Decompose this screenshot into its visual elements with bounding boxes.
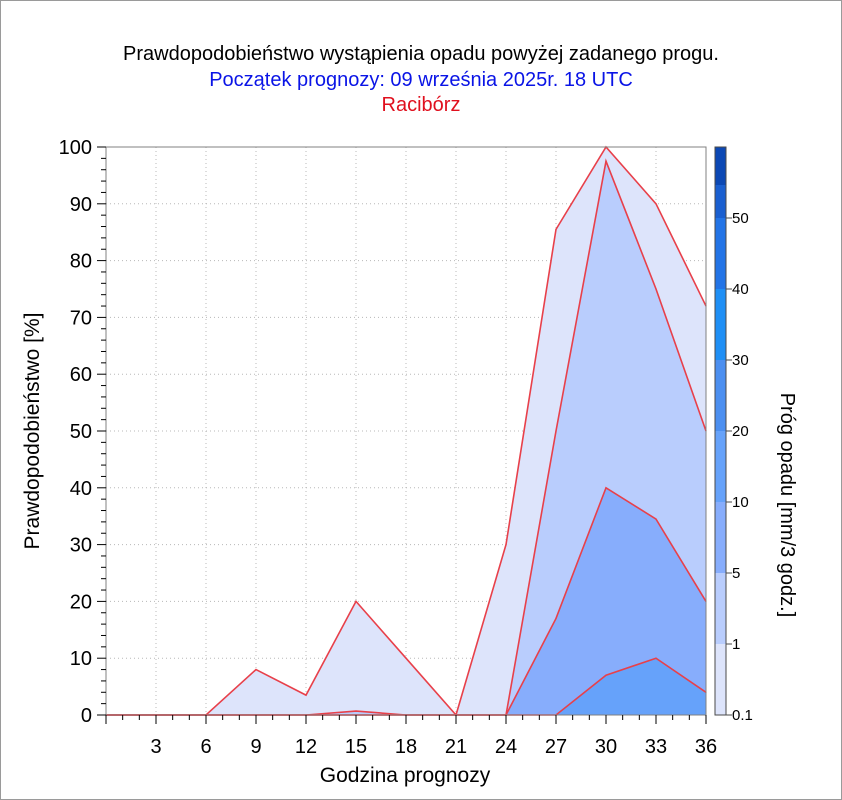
x-axis-label: Godzina prognozy — [320, 764, 491, 787]
colorbar-tick-label: 0.1 — [732, 707, 753, 724]
colorbar-segment — [715, 431, 726, 502]
x-tick-label: 9 — [250, 736, 261, 758]
colorbar-tick-label: 20 — [732, 423, 749, 440]
y-tick-label: 100 — [59, 137, 92, 159]
x-tick-label: 12 — [295, 736, 317, 758]
data-point — [655, 203, 657, 205]
data-point — [355, 710, 357, 712]
y-tick-label: 0 — [81, 705, 92, 727]
x-tick-label: 18 — [395, 736, 417, 758]
colorbar-segment — [715, 289, 726, 360]
data-point — [555, 228, 557, 230]
y-tick-label: 80 — [70, 251, 92, 273]
colorbar-label: Próg opadu [mm/3 godz.] — [776, 393, 798, 618]
colorbar-tick-label: 40 — [732, 281, 749, 298]
y-tick-label: 50 — [70, 421, 92, 443]
colorbar: 0.1 1 5 10 20 30 40 50 — [714, 146, 753, 724]
data-point — [305, 694, 307, 696]
data-point — [605, 674, 607, 676]
y-tick-label: 10 — [70, 648, 92, 670]
data-point — [655, 657, 657, 659]
data-point — [655, 518, 657, 520]
chart-title: Prawdopodobieństwo wystąpienia opadu pow… — [123, 43, 719, 65]
x-tick-label: 6 — [200, 736, 211, 758]
chart-location: Racibórz — [381, 94, 461, 116]
colorbar-tick-label: 5 — [732, 565, 740, 582]
area-threshold-5 — [106, 487, 706, 715]
data-point — [555, 617, 557, 620]
colorbar-segment — [715, 644, 726, 715]
data-point — [605, 487, 607, 489]
colorbar-segment — [715, 147, 726, 185]
data-point — [505, 544, 507, 546]
data-point — [405, 657, 407, 659]
y-tick-label: 20 — [70, 591, 92, 613]
colorbar-segment — [715, 185, 726, 218]
y-tick-label: 30 — [70, 535, 92, 557]
x-tick-label: 27 — [545, 736, 567, 758]
x-tick-label: 15 — [345, 736, 367, 758]
y-tick-label: 70 — [70, 307, 92, 329]
data-point — [255, 668, 257, 671]
colorbar-tick-label: 30 — [732, 352, 749, 369]
chart-subtitle: Początek prognozy: 09 września 2025r. 18… — [209, 69, 633, 91]
colorbar-tick-label: 1 — [732, 636, 740, 653]
colorbar-segment — [715, 573, 726, 644]
y-axis-label: Prawdopodobieństwo [%] — [21, 313, 44, 550]
x-tick-label: 36 — [695, 736, 717, 758]
colorbar-segment — [715, 502, 726, 573]
data-point — [605, 160, 607, 162]
area-threshold-1 — [106, 161, 706, 715]
area-threshold-10 — [106, 658, 706, 715]
y-tick-label: 60 — [70, 364, 92, 386]
data-point — [355, 600, 357, 603]
x-tick-label: 24 — [495, 736, 517, 758]
x-tick-label: 3 — [150, 736, 161, 758]
y-tick-label: 40 — [70, 478, 92, 500]
x-tick-label: 33 — [645, 736, 667, 758]
y-tick-label: 90 — [70, 194, 92, 216]
colorbar-segment — [715, 218, 726, 289]
data-point — [555, 430, 557, 432]
colorbar-segment — [715, 360, 726, 431]
colorbar-tick-label: 10 — [732, 494, 749, 511]
colorbar-tick-label: 50 — [732, 210, 749, 227]
data-point — [655, 288, 657, 290]
x-tick-label: 30 — [595, 736, 617, 758]
x-tick-label: 21 — [445, 736, 467, 758]
